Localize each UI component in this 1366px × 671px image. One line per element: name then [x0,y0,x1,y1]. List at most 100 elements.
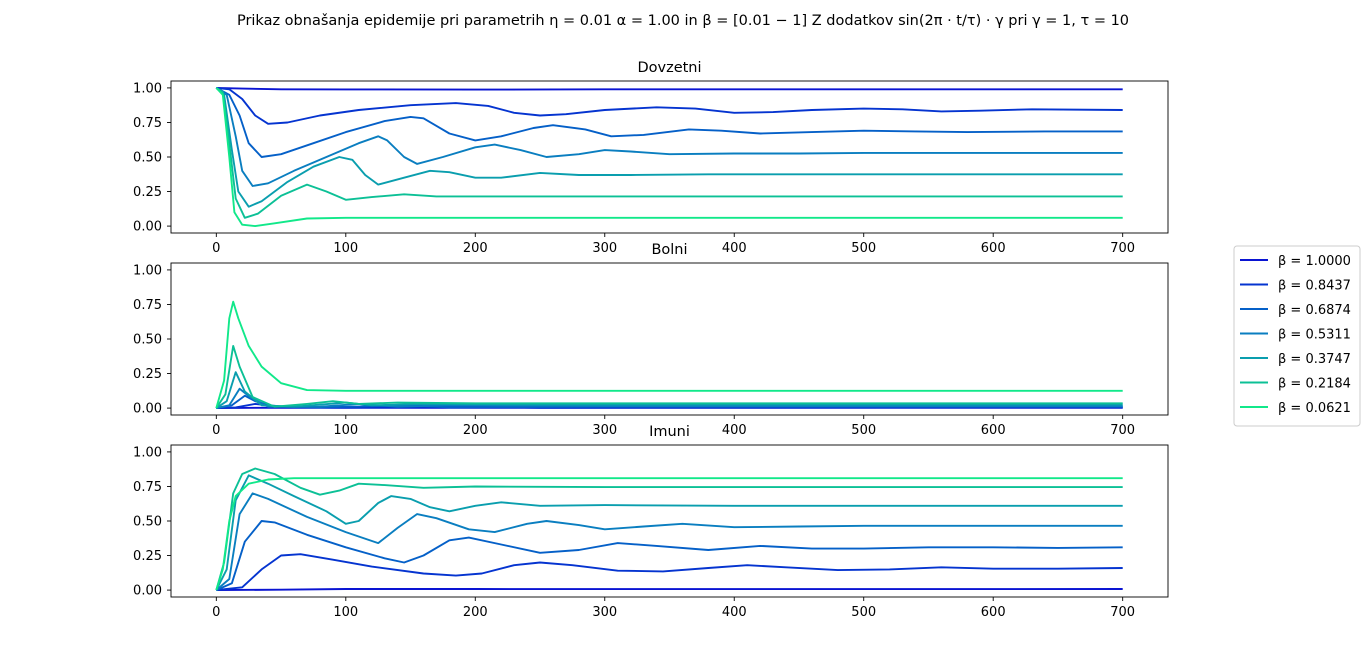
x-tick: 300 [592,233,617,256]
x-tick-label: 200 [463,605,488,620]
series-line [215,87,1123,158]
series-line [215,87,1123,219]
series-line [215,371,1123,409]
x-tick: 400 [722,415,747,438]
y-tick: 0.25 [133,367,171,382]
x-tick-label: 500 [851,605,876,620]
series-line [215,492,1123,591]
legend-entry: β = 0.8437 [1240,279,1351,294]
y-tick-label: 0.75 [133,116,162,131]
y-tick: 0.25 [133,185,171,200]
x-tick-label: 200 [463,241,488,256]
x-tick-label: 400 [722,605,747,620]
x-tick-label: 0 [212,605,220,620]
panel-imuni: Imuni 0 100 200 300 400 500 600 700 0.00 0.25 0.50 0… [133,424,1169,620]
series-line [215,344,1123,409]
y-tick-label: 0.50 [133,333,162,348]
y-tick: 0.25 [133,549,171,564]
panel-dovzetni: Dovzetni 0 100 200 300 400 500 600 700 0.00 0.25 0.… [133,60,1169,256]
y-tick: 1.00 [133,263,171,278]
series-line [215,87,1123,228]
y-tick-label: 0.50 [133,515,162,530]
x-tick: 100 [333,233,358,256]
x-tick: 300 [592,597,617,620]
y-tick: 0.75 [133,298,171,313]
x-tick-label: 0 [212,241,220,256]
legend-label: β = 0.5311 [1278,328,1351,343]
x-tick-label: 100 [333,241,358,256]
axes-frame [170,262,1169,416]
series-line [215,477,1123,591]
x-tick-label: 500 [851,423,876,438]
x-tick: 600 [981,597,1006,620]
series-line [216,86,1123,125]
x-tick: 600 [981,415,1006,438]
y-tick-label: 0.00 [133,584,162,599]
panel-bolni: Bolni 0 100 200 300 400 500 600 700 0.00 0.25 0.50 0… [133,242,1169,438]
x-tick: 700 [1110,233,1135,256]
x-tick: 500 [851,233,876,256]
legend-label: β = 1.0000 [1278,254,1351,269]
x-tick: 500 [851,597,876,620]
y-tick: 0.00 [133,402,171,417]
panel-title: Bolni [651,242,687,258]
legend-entry: β = 0.6874 [1240,303,1351,318]
y-tick: 0.00 [133,584,171,599]
y-tick: 0.75 [133,116,171,131]
y-tick: 0.50 [133,333,171,348]
y-tick: 1.00 [133,445,171,460]
x-tick-label: 600 [981,241,1006,256]
x-tick: 500 [851,415,876,438]
x-tick-label: 600 [981,605,1006,620]
x-tick: 600 [981,233,1006,256]
legend-entry: β = 0.0621 [1240,401,1351,416]
y-tick-label: 0.00 [133,220,162,235]
y-tick-label: 1.00 [133,81,162,96]
x-tick-label: 400 [722,241,747,256]
x-tick-label: 500 [851,241,876,256]
x-tick-label: 300 [592,605,617,620]
x-tick-label: 700 [1110,241,1135,256]
series-line [216,588,1123,592]
x-tick: 400 [722,597,747,620]
x-tick: 400 [722,233,747,256]
x-tick: 700 [1110,597,1135,620]
y-tick-label: 0.25 [133,549,162,564]
x-tick: 100 [333,415,358,438]
series-line [215,87,1123,187]
y-tick-label: 0.50 [133,151,162,166]
y-tick-label: 0.75 [133,298,162,313]
legend-box [1233,245,1361,427]
axes-frame [170,444,1169,598]
x-tick-label: 0 [212,423,220,438]
x-tick: 200 [463,597,488,620]
series-line [215,474,1123,591]
series-line [215,87,1123,208]
series-line [216,553,1123,592]
legend-entry: β = 0.5311 [1240,328,1351,343]
series-line [216,86,1123,91]
x-tick-label: 700 [1110,423,1135,438]
legend-label: β = 0.2184 [1278,377,1351,392]
y-tick: 0.50 [133,151,171,166]
x-tick: 200 [463,233,488,256]
series-line [215,520,1123,591]
y-tick-label: 0.25 [133,185,162,200]
y-tick: 0.75 [133,480,171,495]
x-tick-label: 600 [981,423,1006,438]
y-tick-label: 0.75 [133,480,162,495]
legend-entry: β = 0.3747 [1240,352,1351,367]
legend-label: β = 0.6874 [1278,303,1351,318]
x-tick: 0 [212,415,220,438]
x-tick-label: 100 [333,605,358,620]
series-line [216,387,1123,410]
panel-title: Dovzetni [637,60,701,76]
series-line [215,300,1123,409]
y-tick: 0.50 [133,515,171,530]
y-tick: 1.00 [133,81,171,96]
x-tick-label: 300 [592,241,617,256]
axes-frame [170,80,1169,234]
legend-entry: β = 1.0000 [1240,254,1351,269]
series-line [215,467,1123,591]
